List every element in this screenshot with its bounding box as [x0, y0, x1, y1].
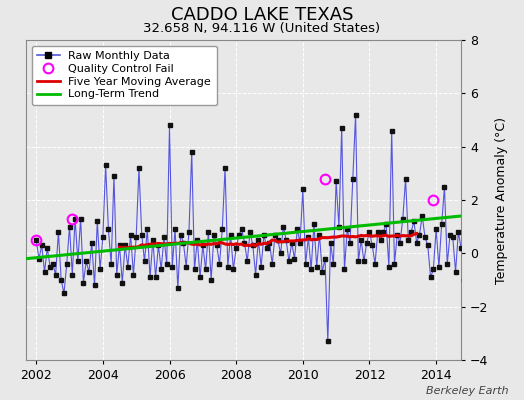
- Text: CADDO LAKE TEXAS: CADDO LAKE TEXAS: [171, 6, 353, 24]
- Y-axis label: Temperature Anomaly (°C): Temperature Anomaly (°C): [496, 116, 508, 284]
- Text: Berkeley Earth: Berkeley Earth: [426, 386, 508, 396]
- Text: 32.658 N, 94.116 W (United States): 32.658 N, 94.116 W (United States): [144, 22, 380, 35]
- Legend: Raw Monthly Data, Quality Control Fail, Five Year Moving Average, Long-Term Tren: Raw Monthly Data, Quality Control Fail, …: [32, 46, 217, 105]
